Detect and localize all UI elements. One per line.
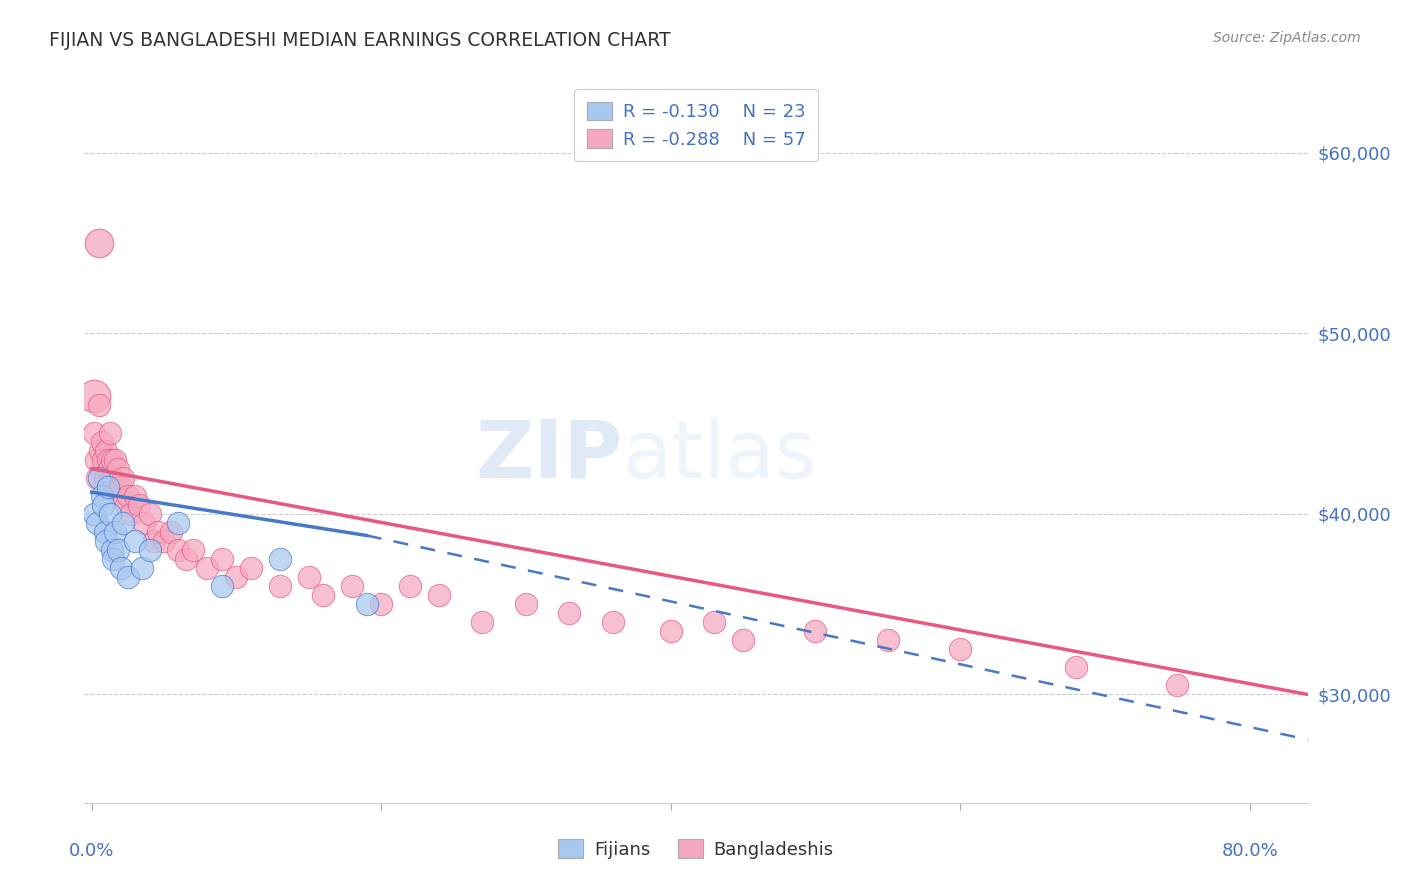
Point <box>94 533 117 548</box>
Point <box>101 542 124 557</box>
Point <box>105 480 128 494</box>
Point <box>91 498 114 512</box>
Point <box>115 498 138 512</box>
Point <box>100 425 122 440</box>
Point <box>84 452 107 467</box>
Point <box>96 480 118 494</box>
Point <box>107 461 129 475</box>
Point <box>356 597 378 611</box>
Point <box>427 588 450 602</box>
Point <box>876 633 898 648</box>
Point <box>101 452 124 467</box>
Point <box>167 542 190 557</box>
Point <box>703 615 725 630</box>
Point <box>181 542 204 557</box>
Point <box>312 588 335 602</box>
Point <box>103 471 125 485</box>
Point <box>83 425 105 440</box>
Point <box>239 561 262 575</box>
Point <box>83 389 105 403</box>
Point <box>298 570 321 584</box>
Point <box>142 533 165 548</box>
Point <box>515 597 537 611</box>
Point <box>90 434 112 449</box>
Point <box>167 516 190 530</box>
Point <box>108 489 131 503</box>
Point <box>86 471 108 485</box>
Point <box>86 516 108 530</box>
Text: Source: ZipAtlas.com: Source: ZipAtlas.com <box>1213 31 1361 45</box>
Text: atlas: atlas <box>623 417 817 495</box>
Point <box>93 471 115 485</box>
Point <box>1064 660 1087 674</box>
Point <box>138 542 160 557</box>
Point <box>269 579 291 593</box>
Point <box>269 552 291 566</box>
Point <box>211 552 233 566</box>
Point <box>96 452 118 467</box>
Point <box>87 471 110 485</box>
Point <box>94 443 117 458</box>
Point <box>197 561 219 575</box>
Point <box>117 570 139 584</box>
Point <box>558 606 581 620</box>
Point <box>124 489 146 503</box>
Point <box>602 615 624 630</box>
Point <box>100 507 122 521</box>
Point <box>148 524 170 539</box>
Text: FIJIAN VS BANGLADESHI MEDIAN EARNINGS CORRELATION CHART: FIJIAN VS BANGLADESHI MEDIAN EARNINGS CO… <box>49 31 671 50</box>
Point <box>659 624 682 639</box>
Point <box>90 489 112 503</box>
Point <box>87 235 110 250</box>
Point <box>731 633 754 648</box>
Point <box>1166 678 1188 692</box>
Point <box>370 597 392 611</box>
Point <box>399 579 422 593</box>
Point <box>83 507 105 521</box>
Point <box>104 524 127 539</box>
Point <box>107 542 129 557</box>
Point <box>174 552 197 566</box>
Text: 0.0%: 0.0% <box>69 842 114 860</box>
Point <box>93 524 115 539</box>
Point <box>160 524 183 539</box>
Point <box>112 516 135 530</box>
Point <box>89 443 111 458</box>
Point <box>120 507 142 521</box>
Point <box>110 480 132 494</box>
Point <box>340 579 363 593</box>
Point <box>91 452 114 467</box>
Point <box>211 579 233 593</box>
Point <box>138 507 160 521</box>
Point <box>124 533 146 548</box>
Point <box>87 398 110 412</box>
Point <box>110 561 132 575</box>
Legend: Fijians, Bangladeshis: Fijians, Bangladeshis <box>551 832 841 866</box>
Point <box>132 516 155 530</box>
Point <box>128 498 150 512</box>
Point <box>112 471 135 485</box>
Point <box>153 533 176 548</box>
Point <box>103 552 125 566</box>
Text: ZIP: ZIP <box>475 417 623 495</box>
Point <box>225 570 247 584</box>
Point <box>104 452 127 467</box>
Point <box>117 489 139 503</box>
Point <box>804 624 827 639</box>
Point <box>949 642 972 657</box>
Point <box>471 615 494 630</box>
Point <box>98 461 121 475</box>
Point <box>131 561 153 575</box>
Text: 80.0%: 80.0% <box>1222 842 1278 860</box>
